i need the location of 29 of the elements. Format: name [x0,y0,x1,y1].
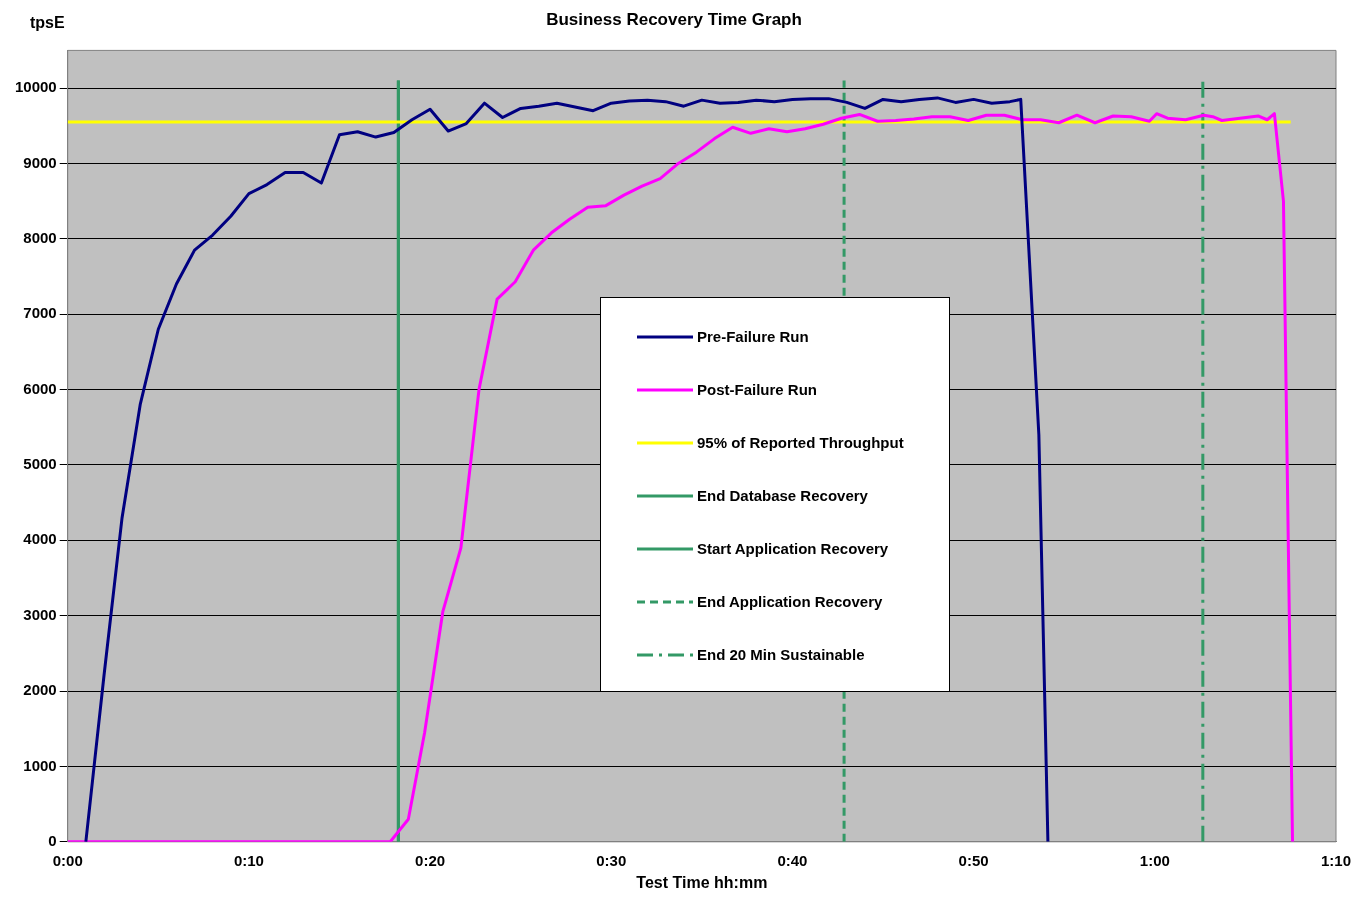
x-tick-label: 0:10 [233,851,264,869]
x-tick-label: 0:20 [415,851,446,869]
y-tick-label: 8000 [23,228,57,246]
y-tick-label: 3000 [23,605,57,623]
legend-label: Start Application Recovery [697,540,889,557]
x-tick-label: 0:50 [958,851,989,869]
legend-label: 95% of Reported Throughput [697,434,904,451]
y-tick-label: 1000 [23,756,57,774]
y-axis-title: tpsE [30,14,65,31]
y-tick-label: 0 [48,831,57,849]
legend-label: Post-Failure Run [697,381,818,398]
x-tick-label: 0:30 [596,851,627,869]
x-tick-label: 1:00 [1139,851,1170,869]
y-tick-label: 7000 [23,304,57,322]
y-tick-label: 4000 [23,530,57,548]
y-tick-label: 5000 [23,455,57,473]
x-tick-label: 0:40 [777,851,808,869]
legend-label: End Application Recovery [697,593,883,610]
x-axis-title: Test Time hh:mm [636,873,768,891]
x-tick-label: 0:00 [52,851,83,869]
x-tick-label: 1:10 [1320,851,1352,869]
y-tick-label: 6000 [23,379,57,397]
legend-label: End 20 Min Sustainable [697,646,865,663]
legend-label: Pre-Failure Run [697,328,809,345]
y-tick-label: 2000 [23,681,57,699]
y-tick-label: 10000 [14,78,57,96]
y-tick-label: 9000 [23,153,57,171]
legend-label: End Database Recovery [697,487,868,504]
chart-title: Business Recovery Time Graph [546,9,802,29]
